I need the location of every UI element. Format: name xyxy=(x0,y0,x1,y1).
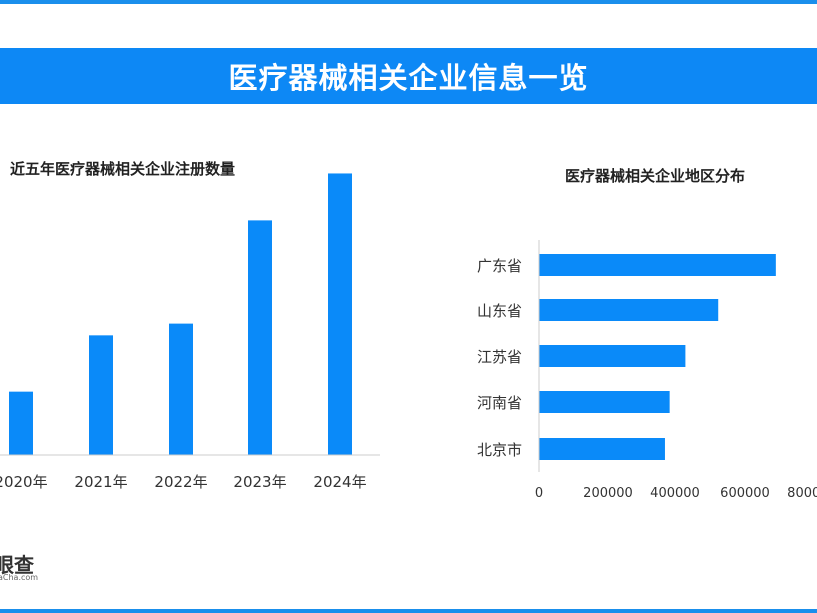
bar-2020年 xyxy=(9,391,33,455)
x-tick-label: 600000 xyxy=(720,486,770,501)
bar-河南省 xyxy=(539,391,670,413)
y-tick-label: 江苏省 xyxy=(477,348,522,366)
bar-2022年 xyxy=(169,323,193,455)
bar-2023年 xyxy=(248,220,272,455)
bar-2021年 xyxy=(89,335,113,455)
bar-广东省 xyxy=(539,254,776,276)
y-tick-label: 山东省 xyxy=(477,302,522,320)
x-tick-label: 2022年 xyxy=(154,473,207,491)
bar-山东省 xyxy=(539,299,719,321)
bottom-accent-line xyxy=(0,609,817,613)
x-tick-label: 2020年 xyxy=(0,473,48,491)
page-title: 医疗器械相关企业信息一览 xyxy=(228,61,589,95)
top-accent-line xyxy=(0,0,817,4)
y-tick-label: 广东省 xyxy=(477,257,522,275)
y-tick-label: 北京市 xyxy=(477,441,522,459)
x-tick-label: 0 xyxy=(535,486,543,501)
right-chart-title: 医疗器械相关企业地区分布 xyxy=(565,167,746,185)
x-tick-label: 2023年 xyxy=(233,473,286,491)
x-tick-label: 2024年 xyxy=(313,473,366,491)
bar-北京市 xyxy=(539,438,665,460)
x-tick-label: 2021年 xyxy=(74,473,127,491)
page-title-banner: 医疗器械相关企业信息一览 xyxy=(0,48,817,104)
registration-bar-chart: 2020年 2021年 2022年 2023年 2024年 xyxy=(0,173,380,491)
x-tick-label: 800000 xyxy=(787,486,817,501)
bar-2024年 xyxy=(328,173,352,455)
bar-江苏省 xyxy=(539,345,686,367)
brand-logo: 眼查 aCha.com xyxy=(0,549,46,585)
logo-text: 眼查 xyxy=(0,553,34,577)
left-chart-title: 近五年医疗器械相关企业注册数量 xyxy=(10,160,236,178)
x-tick-label: 400000 xyxy=(650,486,700,501)
x-tick-label: 200000 xyxy=(583,486,633,501)
y-tick-label: 河南省 xyxy=(477,394,522,412)
logo-domain: aCha.com xyxy=(0,573,39,582)
